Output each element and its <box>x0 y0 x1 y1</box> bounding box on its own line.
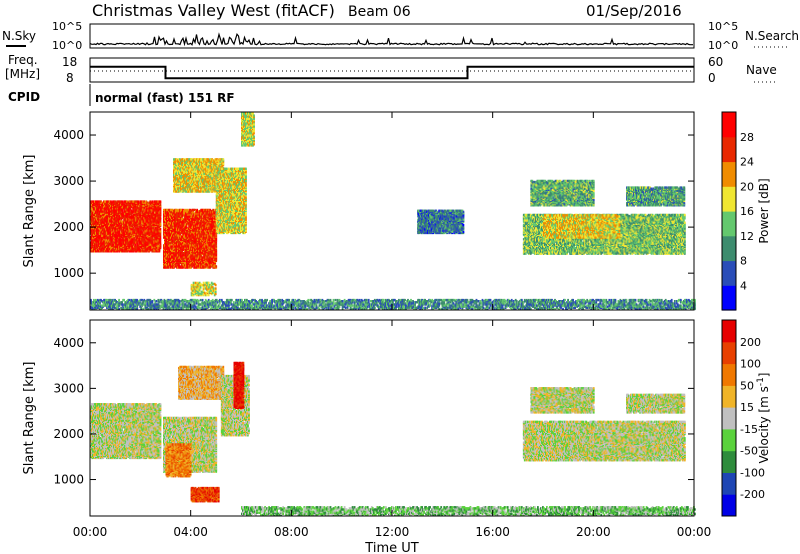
freq-tick-bottom: 8 <box>66 71 74 85</box>
nsky-label: N.Sky <box>2 29 36 43</box>
date-label: 01/Sep/2016 <box>586 2 682 20</box>
nsky-tick-top: 10^5 <box>52 20 82 33</box>
nsearch-tick-top: 10^5 <box>708 20 738 33</box>
cpid-label: CPID <box>8 90 40 104</box>
scatter-cell <box>137 200 139 202</box>
freq-unit-label: [MHz] <box>5 67 40 81</box>
nsearch-tick-bottom: 10^0 <box>708 39 738 52</box>
scatter-cell <box>133 237 135 239</box>
nave-tick-top: 60 <box>708 55 723 69</box>
beam-label: Beam 06 <box>348 4 411 20</box>
scatter-cell <box>121 200 123 202</box>
noise-panel: N.Sky 10^5 10^0 10^5 10^0 N.Search <box>2 20 799 52</box>
freq-trace <box>90 67 694 79</box>
nsky-tick-bottom: 10^0 <box>52 39 82 52</box>
cpid-program: normal (fast) 151 RF <box>95 91 235 105</box>
freq-tick-top: 18 <box>62 55 77 69</box>
nave-label: Nave <box>746 63 777 77</box>
scatter-cell <box>132 227 134 229</box>
power-scatter <box>90 112 696 310</box>
radar-figure: Christmas Valley West (fitACF) Beam 06 0… <box>0 0 800 554</box>
freq-panel: Freq. [MHz] 18 8 60 0 Nave <box>5 53 777 85</box>
nsearch-label: N.Search <box>745 29 799 43</box>
noise-trace <box>90 34 693 45</box>
figure-title: Christmas Valley West (fitACF) <box>92 1 335 20</box>
nave-tick-bottom: 0 <box>708 71 716 85</box>
freq-label: Freq. <box>8 53 38 67</box>
